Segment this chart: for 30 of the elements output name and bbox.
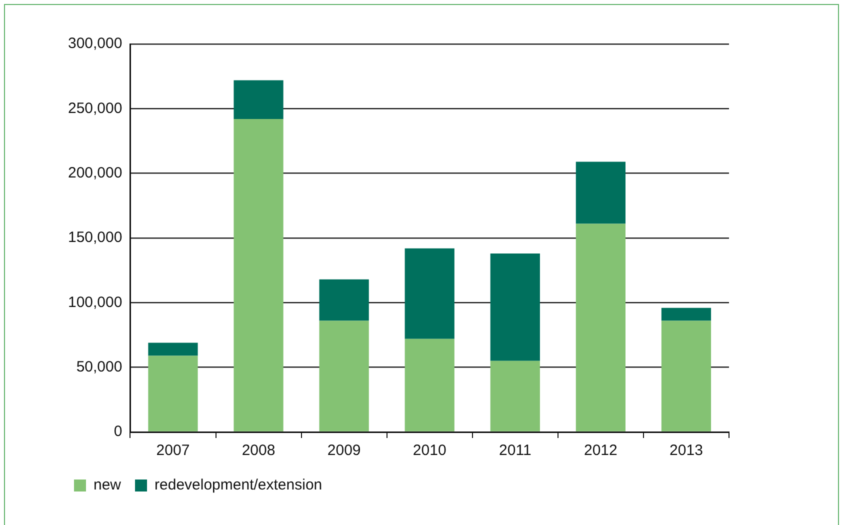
x-tick-label: 2009 xyxy=(327,442,361,460)
legend-label: redevelopment/extension xyxy=(154,476,322,494)
x-tick-label: 2007 xyxy=(156,442,190,460)
bar xyxy=(490,360,540,432)
bar xyxy=(404,248,454,339)
x-tick-label: 2011 xyxy=(499,442,532,460)
bar xyxy=(319,320,369,432)
x-tick-label: 2012 xyxy=(584,442,618,460)
bar xyxy=(576,162,626,224)
x-tick-label: 2008 xyxy=(242,442,276,460)
y-tick-label: 50,000 xyxy=(76,358,122,376)
y-tick-label: 250,000 xyxy=(68,100,122,117)
bar xyxy=(234,80,284,120)
bar xyxy=(490,254,540,361)
y-tick-label: 300,000 xyxy=(68,35,122,52)
y-tick-label: 100,000 xyxy=(68,294,122,311)
y-tick-label: 0 xyxy=(114,423,122,440)
bar xyxy=(404,338,454,432)
y-tick-label: 150,000 xyxy=(68,229,122,246)
x-tick-label: 2013 xyxy=(670,442,703,460)
legend-label: new xyxy=(94,476,122,494)
bar xyxy=(234,119,284,432)
bar xyxy=(319,279,369,321)
bar xyxy=(576,224,626,432)
y-tick-label: 200,000 xyxy=(68,164,122,182)
bar xyxy=(148,342,198,356)
x-tick-label: 2010 xyxy=(412,442,446,460)
bar xyxy=(661,320,712,432)
bar xyxy=(148,356,198,432)
bar xyxy=(661,308,712,321)
